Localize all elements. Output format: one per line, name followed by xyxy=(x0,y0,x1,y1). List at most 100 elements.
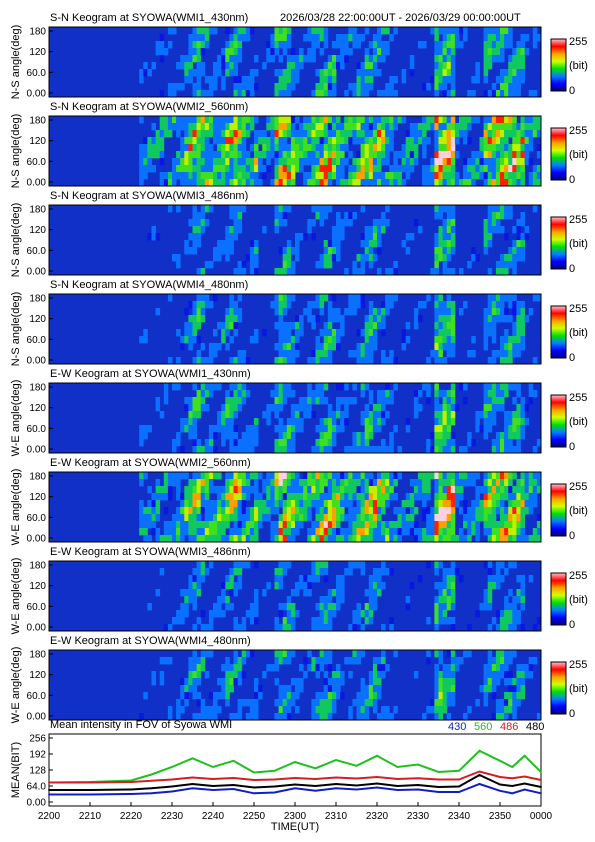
keogram-cell xyxy=(245,130,251,138)
keogram-cell xyxy=(389,493,394,501)
keogram-cell xyxy=(323,699,329,707)
keogram-cell xyxy=(532,294,538,302)
keogram-cell xyxy=(180,418,185,426)
keogram-cell xyxy=(151,500,156,508)
keogram-cell xyxy=(204,383,210,391)
keogram-cell xyxy=(331,69,337,77)
keogram-cell xyxy=(438,226,443,234)
keogram-cell xyxy=(356,472,361,480)
keogram-cell xyxy=(487,425,493,433)
keogram-cell xyxy=(225,404,230,412)
keogram-cell xyxy=(139,439,144,447)
keogram-cell xyxy=(336,685,341,693)
keogram-cell xyxy=(475,528,480,536)
keogram-cell xyxy=(348,123,353,131)
keogram-cell xyxy=(258,521,263,529)
keogram-cell xyxy=(299,575,304,583)
keogram-cell xyxy=(290,432,296,440)
keogram-cell xyxy=(143,172,148,180)
keogram-cell xyxy=(278,514,284,522)
keogram-cell xyxy=(315,472,320,480)
keogram-cell xyxy=(151,165,156,173)
keogram-cell xyxy=(520,589,525,597)
keogram-cell xyxy=(520,596,525,604)
keogram-cell xyxy=(512,301,517,309)
keogram-cell xyxy=(463,446,468,454)
keogram-cell xyxy=(192,657,197,665)
keogram-cell xyxy=(344,219,349,227)
colorbar-max-label: 255 xyxy=(569,36,587,48)
keogram-cell xyxy=(323,479,329,487)
colorbar-unit-label: (bit) xyxy=(569,416,588,428)
keogram-cell xyxy=(172,172,177,180)
keogram-cell xyxy=(200,343,206,351)
keogram-cell xyxy=(327,240,333,248)
keogram-cell xyxy=(487,329,493,337)
keogram-cell xyxy=(401,240,407,248)
keogram-cell xyxy=(225,685,230,693)
keogram-cell xyxy=(327,650,333,658)
series-point xyxy=(150,773,153,776)
keogram-cell xyxy=(512,179,517,187)
keogram-cell xyxy=(401,158,407,166)
keogram-cell xyxy=(266,582,271,590)
keogram-cell xyxy=(434,48,439,56)
keogram-cell xyxy=(512,294,517,302)
keogram-cell xyxy=(450,137,456,145)
keogram-cell xyxy=(192,692,197,700)
keogram-cell xyxy=(405,603,411,611)
keogram-cell xyxy=(483,41,489,49)
keogram-cell xyxy=(196,582,202,590)
keogram-cell xyxy=(381,706,386,714)
keogram-cell xyxy=(491,397,497,405)
keogram-cell xyxy=(454,472,460,480)
keogram-cell xyxy=(483,486,489,494)
keogram-cell xyxy=(196,240,202,248)
keogram-cell xyxy=(266,144,271,152)
keogram-cell xyxy=(442,589,448,597)
keogram-cell xyxy=(360,706,366,714)
keogram-cell xyxy=(500,500,505,508)
keogram-cell xyxy=(249,172,255,180)
keogram-cell xyxy=(319,390,325,398)
keogram-cell xyxy=(184,610,189,618)
keogram-cell xyxy=(360,678,366,686)
keogram-cell xyxy=(356,713,361,721)
keogram-cell xyxy=(282,212,288,220)
keogram-cell xyxy=(442,165,448,173)
keogram-cell xyxy=(327,247,333,255)
keogram-cell xyxy=(270,55,275,63)
keogram-cell xyxy=(508,179,513,187)
keogram-cell xyxy=(204,500,210,508)
keogram-cell xyxy=(184,308,189,316)
keogram-cell xyxy=(196,69,202,77)
keogram-cell xyxy=(229,308,234,316)
keogram-cell xyxy=(172,165,177,173)
keogram-cell xyxy=(393,493,398,501)
keogram-cell xyxy=(217,343,222,351)
keogram-cell xyxy=(323,83,329,91)
keogram-cell xyxy=(430,268,435,276)
keogram-cell xyxy=(500,390,505,398)
keogram-cell xyxy=(442,116,448,124)
series-point xyxy=(273,791,276,794)
keogram-cell xyxy=(446,158,452,166)
keogram-cell xyxy=(368,486,374,494)
keogram-cell xyxy=(286,596,292,604)
keogram-cell xyxy=(422,514,427,522)
y-tick-label: 60.0 xyxy=(27,68,47,79)
keogram-cell xyxy=(319,486,325,494)
keogram-cell xyxy=(500,528,505,536)
keogram-cell xyxy=(418,479,423,487)
keogram-cell xyxy=(405,165,411,173)
keogram-cell xyxy=(282,706,288,714)
y-tick-label: 120 xyxy=(29,47,46,58)
keogram-cell xyxy=(536,486,542,494)
keogram-cell xyxy=(450,692,456,700)
keogram-cell xyxy=(159,657,165,665)
keogram-cell xyxy=(463,650,468,658)
keogram-cell xyxy=(217,144,222,152)
keogram-cell xyxy=(487,486,493,494)
keogram-cell xyxy=(274,397,279,405)
keogram-cell xyxy=(192,713,197,721)
